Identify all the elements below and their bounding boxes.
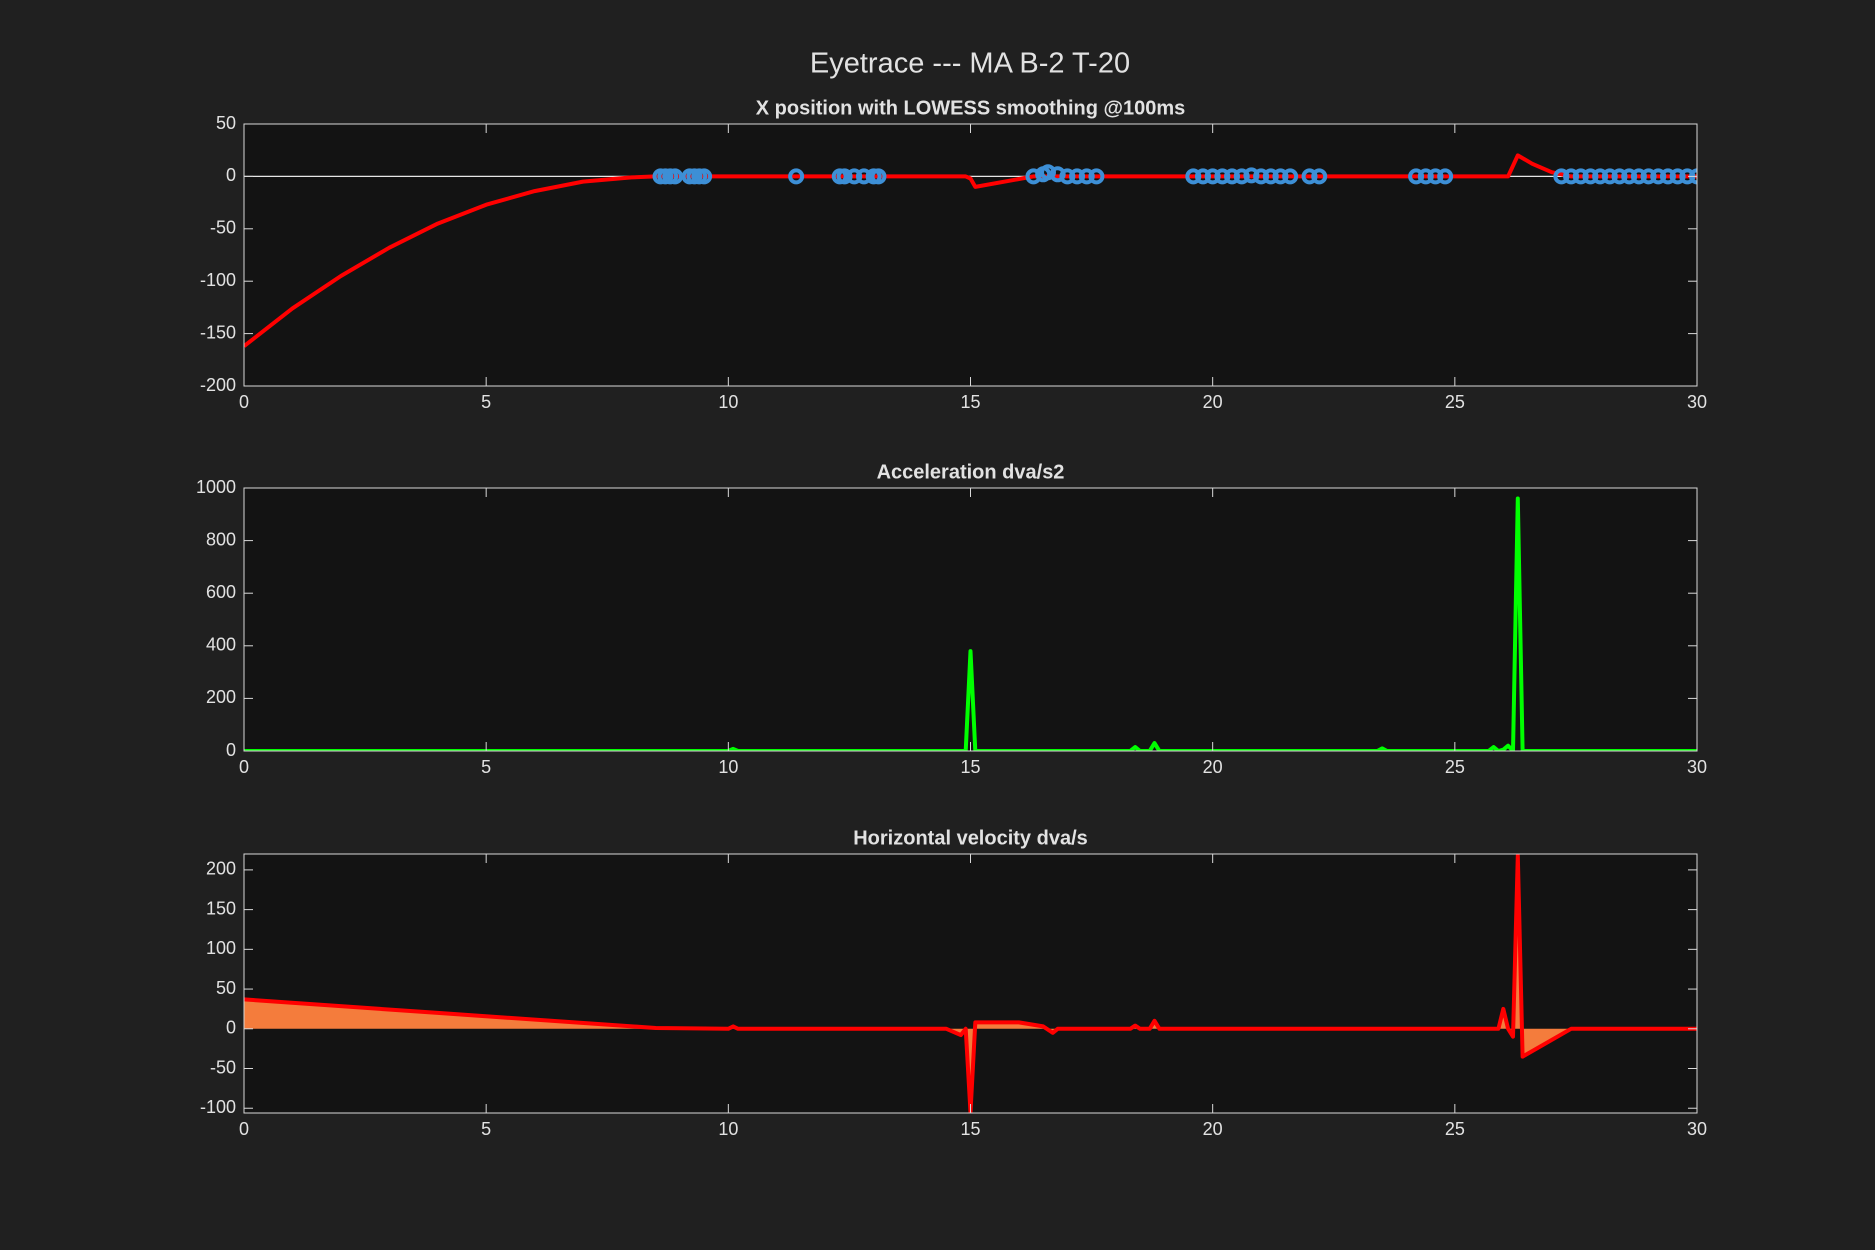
data-point <box>1311 168 1328 185</box>
y-tick-label: -100 <box>200 270 236 290</box>
x-tick-label: 20 <box>1203 1119 1223 1139</box>
data-point <box>1650 168 1667 185</box>
data-point <box>1243 167 1260 184</box>
data-point <box>1224 168 1241 185</box>
data-point <box>667 168 684 185</box>
x-tick-label: 30 <box>1687 392 1707 412</box>
data-point <box>1262 168 1279 185</box>
data-point <box>1553 168 1570 185</box>
y-tick-label: 0 <box>226 1018 236 1038</box>
subplot-title: X position with LOWESS smoothing @100ms <box>756 97 1186 119</box>
data-point <box>1601 168 1618 185</box>
data-point <box>836 168 853 185</box>
x-tick-label: 5 <box>481 392 491 412</box>
data-point <box>1621 168 1638 185</box>
data-point <box>1301 168 1318 185</box>
data-point <box>1572 168 1589 185</box>
x-tick-label: 15 <box>960 1119 980 1139</box>
x-tick-label: 25 <box>1445 392 1465 412</box>
data-point <box>1185 168 1202 185</box>
data-point <box>1437 168 1454 185</box>
data-point <box>1078 168 1095 185</box>
data-line <box>244 496 1697 751</box>
plot-layer <box>244 854 1697 1113</box>
data-point <box>1563 168 1580 185</box>
x-tick-label: 5 <box>481 757 491 777</box>
data-point <box>1582 168 1599 185</box>
data-point <box>1204 168 1221 185</box>
y-tick-label: -200 <box>200 375 236 395</box>
subplot-title: Horizontal velocity dva/s <box>853 827 1088 849</box>
data-point <box>1592 168 1609 185</box>
x-tick-label: 15 <box>960 757 980 777</box>
data-point <box>1640 168 1657 185</box>
x-tick-label: 25 <box>1445 1119 1465 1139</box>
data-point <box>1408 168 1425 185</box>
area-fill <box>244 855 1697 1113</box>
data-point <box>1253 168 1270 185</box>
data-point <box>1659 168 1676 185</box>
x-tick-label: 10 <box>718 392 738 412</box>
data-point <box>1417 168 1434 185</box>
x-tick-label: 15 <box>960 392 980 412</box>
y-tick-label: -100 <box>200 1097 236 1117</box>
data-line <box>244 153 1697 348</box>
data-point <box>1059 168 1076 185</box>
data-point <box>870 168 887 185</box>
x-tick-label: 5 <box>481 1119 491 1139</box>
data-point <box>1669 168 1686 185</box>
data-point <box>855 168 872 185</box>
data-point <box>846 168 863 185</box>
x-tick-label: 20 <box>1203 757 1223 777</box>
y-tick-label: -150 <box>200 322 236 342</box>
y-tick-label: 0 <box>226 165 236 185</box>
y-tick-label: 800 <box>206 529 236 549</box>
y-tick-label: 50 <box>216 113 236 133</box>
data-point <box>788 168 805 185</box>
plot-area <box>244 124 1697 386</box>
y-tick-label: 200 <box>206 859 236 879</box>
y-tick-label: -50 <box>210 1057 236 1077</box>
data-point <box>1282 168 1299 185</box>
data-point <box>1611 168 1628 185</box>
data-point <box>1214 168 1231 185</box>
plot-layer <box>244 496 1697 751</box>
data-point <box>1069 168 1086 185</box>
data-point <box>696 168 713 185</box>
y-tick-label: 0 <box>226 740 236 760</box>
data-point <box>1194 168 1211 185</box>
data-point <box>1088 168 1105 185</box>
x-tick-label: 30 <box>1687 757 1707 777</box>
y-tick-label: 150 <box>206 898 236 918</box>
x-tick-label: 20 <box>1203 392 1223 412</box>
figure-title: Eyetrace --- MA B-2 T-20 <box>810 48 1130 80</box>
x-tick-label: 10 <box>718 1119 738 1139</box>
x-tick-label: 0 <box>239 392 249 412</box>
x-tick-label: 10 <box>718 757 738 777</box>
subplot-title: Acceleration dva/s2 <box>877 461 1065 483</box>
y-tick-label: 600 <box>206 582 236 602</box>
data-point <box>1272 168 1289 185</box>
data-point <box>1630 168 1647 185</box>
y-tick-label: 200 <box>206 687 236 707</box>
y-tick-label: -50 <box>210 218 236 238</box>
x-tick-label: 0 <box>239 1119 249 1139</box>
data-line <box>244 854 1697 1113</box>
plot-layer <box>244 153 1697 348</box>
y-tick-label: 400 <box>206 635 236 655</box>
data-point <box>1427 168 1444 185</box>
y-tick-label: 100 <box>206 938 236 958</box>
x-tick-label: 25 <box>1445 757 1465 777</box>
x-tick-label: 0 <box>239 757 249 777</box>
data-point <box>1233 168 1250 185</box>
x-tick-label: 30 <box>1687 1119 1707 1139</box>
plot-area <box>244 488 1697 751</box>
y-tick-label: 1000 <box>196 477 236 497</box>
y-tick-label: 50 <box>216 978 236 998</box>
